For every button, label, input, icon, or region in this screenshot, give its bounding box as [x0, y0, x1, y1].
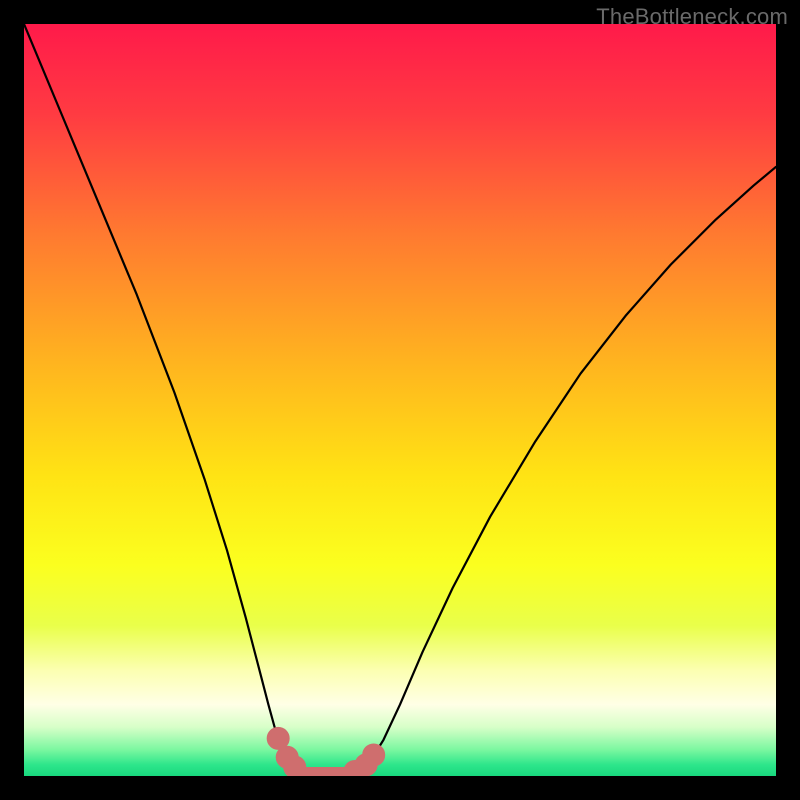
bottleneck-chart — [24, 24, 776, 776]
chart-background — [24, 24, 776, 776]
watermark-text: TheBottleneck.com — [596, 4, 788, 30]
chart-frame: TheBottleneck.com — [0, 0, 800, 800]
